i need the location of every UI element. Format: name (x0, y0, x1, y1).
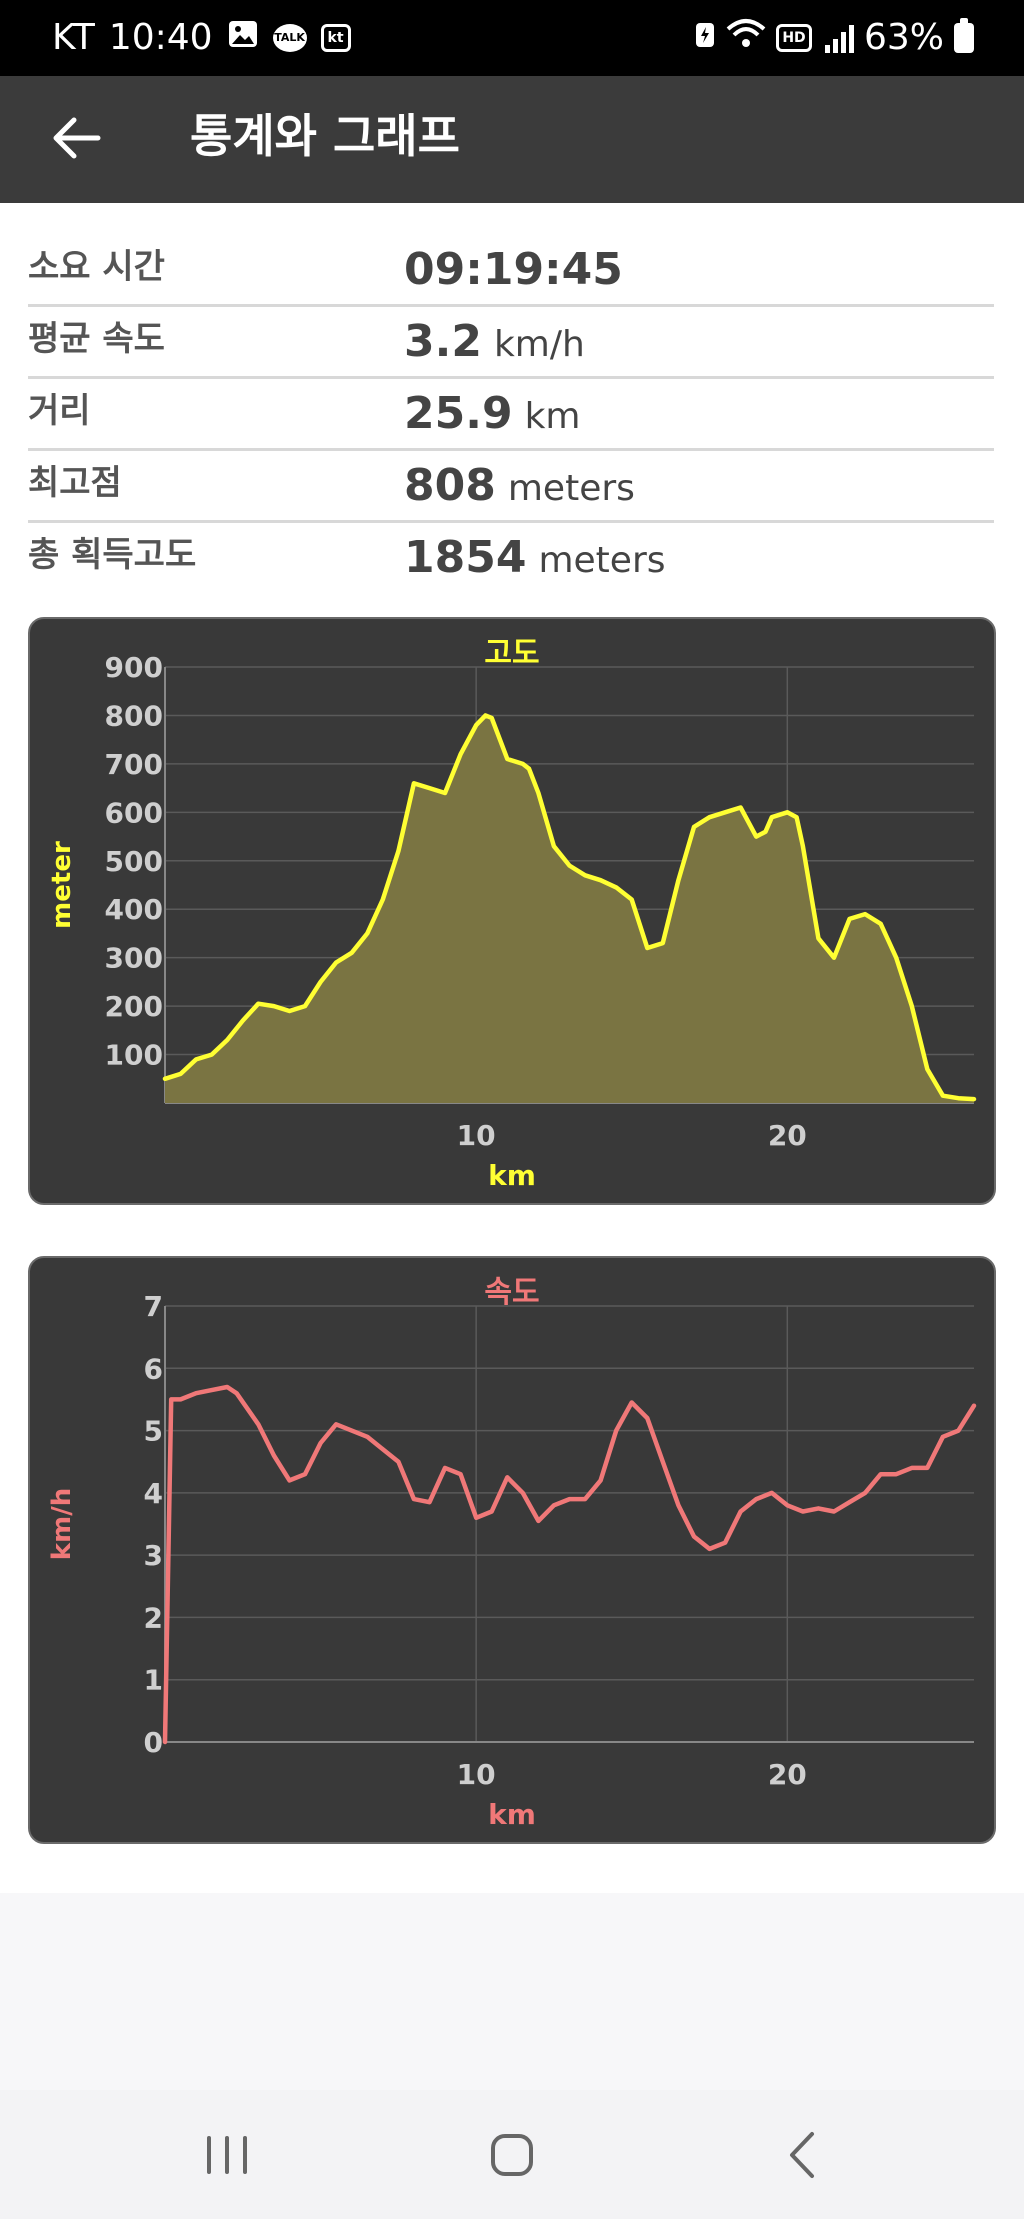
battery-percent: 63% (863, 17, 944, 58)
y-tick-label: 800 (105, 699, 163, 732)
kt-notification-icon: kt (320, 24, 351, 52)
stat-label: 거리 (28, 391, 91, 431)
kakaotalk-notification-icon: TALK (272, 24, 307, 52)
battery-icon (954, 18, 974, 53)
hd-voice-icon: HD (775, 24, 812, 52)
x-tick-label: 10 (457, 1758, 496, 1791)
x-axis-label: km (488, 1159, 536, 1192)
speed-chart: 0 1 2 3 4 5 6 7 10 20 속도 km km/h (47, 1275, 977, 1831)
stat-row-duration: 소요 시간 09:19:45 (28, 235, 994, 307)
stat-row-total-ascent: 총 획득고도 1854 meters (28, 523, 994, 595)
chart-title: 고도 (484, 636, 539, 671)
x-tick-label: 10 (457, 1119, 496, 1152)
stat-unit: km (524, 396, 581, 437)
x-axis-label: km (488, 1798, 536, 1831)
speed-chart-card: 0 1 2 3 4 5 6 7 10 20 속도 km km/h (28, 1256, 996, 1844)
signal-strength-icon (822, 23, 854, 53)
y-axis-label: meter (47, 841, 77, 929)
y-tick-label: 5 (144, 1415, 163, 1448)
chevron-left-icon (790, 2132, 814, 2178)
stat-number: 808 (404, 460, 496, 511)
y-tick-label: 400 (105, 893, 163, 926)
stat-row-avg-speed: 평균 속도 3.2 km/h (28, 307, 994, 379)
stat-label: 총 획득고도 (28, 535, 197, 575)
y-tick-label: 900 (105, 651, 163, 684)
stat-number: 25.9 (404, 388, 513, 439)
series-line (162, 1384, 977, 1745)
y-tick-label: 4 (144, 1477, 163, 1510)
stat-row-max-elevation: 최고점 808 meters (28, 451, 994, 523)
stat-value: 3.2 km/h (404, 315, 585, 372)
app-bar: 통계와 그래프 (0, 76, 1024, 203)
stat-unit: km/h (493, 324, 585, 365)
wifi-icon (726, 16, 766, 60)
back-nav-button[interactable] (762, 2120, 842, 2190)
stat-label: 평균 속도 (28, 319, 165, 359)
stat-number: 09:19:45 (404, 244, 623, 295)
statistics-content: 소요 시간 09:19:45 평균 속도 3.2 km/h 거리 25.9 km 최… (0, 203, 1024, 1893)
y-tick-label: 1 (144, 1664, 163, 1697)
stat-row-distance: 거리 25.9 km (28, 379, 994, 451)
elevation-chart: 100 200 300 400 500 600 700 800 900 10 20 고도 km meter (47, 636, 977, 1192)
arrow-left-icon (53, 117, 101, 159)
clock: 10:40 (108, 17, 213, 58)
back-button[interactable] (40, 102, 112, 174)
elevation-chart-card: 100 200 300 400 500 600 700 800 900 10 20 고도 km meter (28, 617, 996, 1205)
y-tick-label: 100 (105, 1039, 163, 1072)
y-tick-label: 7 (144, 1290, 163, 1323)
y-tick-label: 300 (105, 942, 163, 975)
stat-label: 소요 시간 (28, 247, 165, 287)
y-tick-label: 600 (105, 796, 163, 829)
x-tick-label: 20 (768, 1758, 807, 1791)
navigation-bar (0, 2090, 1024, 2219)
carrier-label: KT (52, 17, 95, 58)
battery-saver-icon (694, 16, 716, 60)
recent-apps-button[interactable] (187, 2120, 267, 2190)
recent-apps-icon (207, 2136, 247, 2174)
series-area-fill (165, 715, 974, 1103)
stat-number: 1854 (404, 532, 527, 583)
home-button[interactable] (472, 2120, 552, 2190)
x-tick-label: 20 (768, 1119, 807, 1152)
page-title: 통계와 그래프 (190, 109, 460, 163)
y-tick-label: 6 (144, 1352, 163, 1385)
y-axis-label: km/h (47, 1488, 77, 1560)
gallery-notification-icon (227, 16, 259, 60)
home-icon (491, 2134, 533, 2176)
y-tick-label: 700 (105, 748, 163, 781)
y-tick-label: 3 (144, 1539, 163, 1572)
chart-title: 속도 (484, 1275, 539, 1310)
y-tick-label: 500 (105, 845, 163, 878)
y-tick-label: 0 (144, 1726, 163, 1759)
status-bar: KT 10:40 TALK kt HD 63% (0, 0, 1024, 76)
series-line (162, 713, 977, 1102)
stat-number: 3.2 (404, 316, 482, 367)
stat-label: 최고점 (28, 463, 122, 503)
stat-value: 1854 meters (404, 531, 666, 588)
stat-value: 25.9 km (404, 387, 580, 444)
stat-unit: meters (538, 540, 666, 581)
stat-value: 808 meters (404, 459, 635, 516)
stat-value: 09:19:45 (404, 243, 623, 297)
y-tick-label: 200 (105, 990, 163, 1023)
stat-unit: meters (507, 468, 635, 509)
y-tick-label: 2 (144, 1601, 163, 1634)
